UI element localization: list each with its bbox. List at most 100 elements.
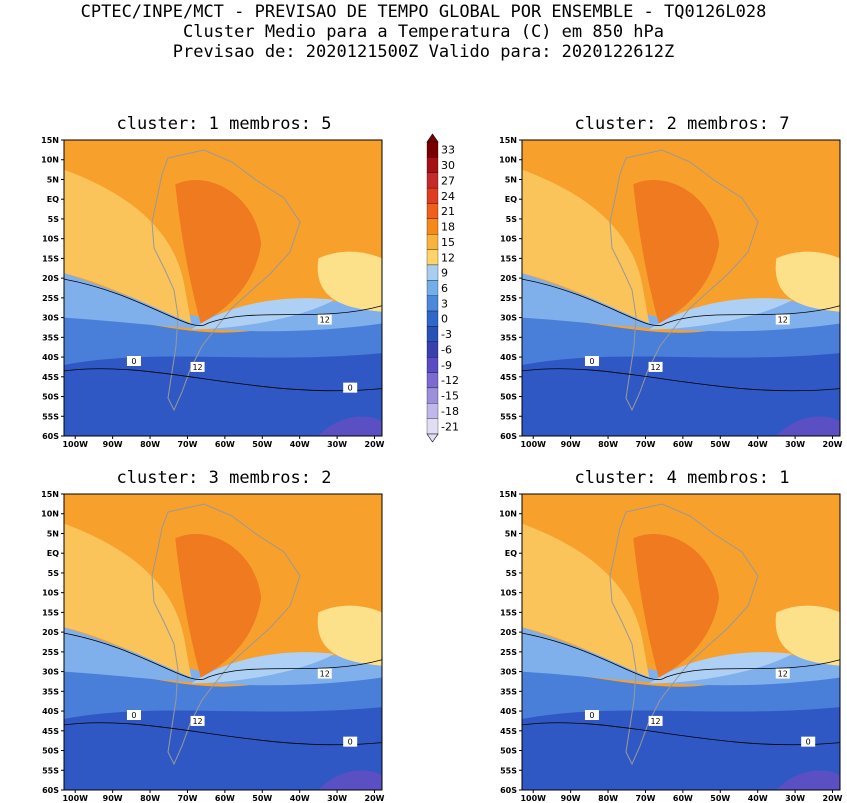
temperature-band-6 (175, 534, 262, 678)
lon-tick-label: 60W (673, 794, 693, 803)
temperature-band-7 (776, 416, 840, 436)
colorbar-label: -18 (441, 405, 459, 418)
colorbar-swatch (426, 187, 439, 204)
lat-tick-label: 5S (506, 215, 518, 224)
subtitle-dates: Previsao de: 2020121500Z Valido para: 20… (172, 42, 675, 62)
lon-tick-label: 20W (365, 794, 385, 803)
lon-tick-label: 70W (177, 794, 197, 803)
lon-tick-label: 50W (710, 440, 730, 449)
contour-label: 0 (348, 738, 353, 747)
contour-label: 0 (131, 711, 136, 720)
lat-tick-label: 5N (505, 175, 517, 184)
lon-tick-label: 40W (290, 440, 310, 449)
lat-tick-label: EQ (47, 549, 59, 558)
colorbar-label: -3 (441, 328, 452, 341)
colorbar-label: -6 (441, 343, 452, 356)
contour-label: 12 (192, 717, 202, 726)
temperature-band-3 (191, 652, 335, 684)
lat-tick-label: EQ (47, 195, 59, 204)
colorbar-label: -9 (441, 359, 452, 372)
temperature-band-7 (318, 770, 382, 790)
contour-label: 12 (650, 363, 660, 372)
isotherm-12 (522, 632, 840, 680)
lat-tick-label: 45S (42, 727, 59, 736)
lon-tick-label: 90W (561, 440, 581, 449)
lon-tick-label: 90W (561, 794, 581, 803)
colorbar-swatch (426, 264, 439, 281)
contour-label: 12 (320, 316, 330, 325)
colorbar-swatch (426, 310, 439, 327)
contour-label: 12 (650, 717, 660, 726)
colorbar-label: 24 (441, 190, 455, 203)
lat-tick-label: 60S (42, 432, 59, 441)
lon-tick-label: 30W (327, 794, 347, 803)
isotherm-12 (64, 632, 382, 680)
lat-tick-label: 55S (42, 766, 59, 775)
colorbar-swatch (426, 234, 439, 250)
map-frame (63, 139, 383, 437)
colorbar-swatch (426, 341, 439, 358)
colorbar-label: -21 (441, 420, 459, 433)
lat-tick-label: 40S (42, 353, 59, 362)
lat-tick-label: 15N (41, 136, 59, 145)
colorbar-swatch (426, 203, 439, 219)
lat-tick-label: 15S (42, 254, 59, 263)
temperature-band-0 (64, 695, 382, 790)
lat-tick-label: 20S (42, 628, 59, 637)
lat-tick-label: 55S (42, 412, 59, 421)
map-panel-cluster-3: 12 12 0 0 15N 10N 5N EQ 5S 10S 15S 20S 25S 30S 35S 40S 4… (41, 490, 385, 803)
south-america-outline (151, 149, 301, 412)
panel-title-1: cluster: 1 membros: 5 (116, 114, 332, 134)
colorbar-label: 3 (441, 297, 448, 310)
contour-label: 0 (589, 711, 594, 720)
colorbar-bottom-arrow (426, 433, 439, 443)
lat-tick-label: 50S (42, 747, 59, 756)
lat-tick-label: 10N (41, 156, 59, 165)
contour-label: 0 (589, 357, 594, 366)
lat-tick-label: 45S (42, 373, 59, 382)
lat-tick-label: 5S (48, 215, 60, 224)
temperature-band-4 (317, 251, 382, 312)
south-america-outline (151, 503, 301, 766)
lon-tick-label: 80W (598, 794, 618, 803)
lon-tick-label: 80W (140, 794, 160, 803)
colorbar-swatch (426, 295, 439, 312)
colorbar-swatch (426, 372, 439, 389)
lat-tick-label: 30S (500, 668, 517, 677)
lon-tick-label: 80W (598, 440, 618, 449)
lat-tick-label: 50S (500, 393, 517, 402)
lat-tick-label: 10S (42, 235, 59, 244)
colorbar-swatch (426, 280, 439, 296)
temperature-band-2 (522, 273, 840, 332)
lat-tick-label: 40S (42, 707, 59, 716)
lat-tick-label: 15N (41, 490, 59, 499)
lat-tick-label: 15N (499, 490, 517, 499)
lon-tick-label: 20W (365, 440, 385, 449)
lat-tick-label: 40S (500, 707, 517, 716)
lat-tick-label: 25S (42, 294, 59, 303)
temperature-band-2 (64, 273, 382, 332)
map-frame (521, 493, 841, 791)
lat-tick-label: 10S (42, 589, 59, 598)
temperature-band-2 (64, 627, 382, 686)
lon-tick-label: 30W (785, 794, 805, 803)
temperature-band-4 (775, 251, 840, 312)
isotherm-0 (522, 368, 840, 392)
temperature-band-5 (522, 169, 650, 324)
temperature-band-4 (317, 605, 382, 666)
subtitle-variable: Cluster Medio para a Temperatura (C) em … (182, 22, 665, 42)
lon-tick-label: 20W (823, 794, 843, 803)
lon-tick-label: 70W (635, 794, 655, 803)
colorbar-swatch (426, 387, 439, 404)
lat-tick-label: 60S (500, 786, 517, 795)
colorbar-swatch (426, 403, 439, 419)
lat-tick-label: 45S (500, 727, 517, 736)
colorbar-swatch (426, 172, 439, 189)
colorbar-label: 15 (441, 236, 455, 249)
lat-tick-label: 5N (47, 529, 59, 538)
isotherm-0 (64, 368, 382, 392)
lon-tick-label: 50W (252, 440, 272, 449)
temperature-band-5 (522, 523, 650, 678)
contour-label: 12 (192, 363, 202, 372)
lon-tick-label: 50W (252, 794, 272, 803)
